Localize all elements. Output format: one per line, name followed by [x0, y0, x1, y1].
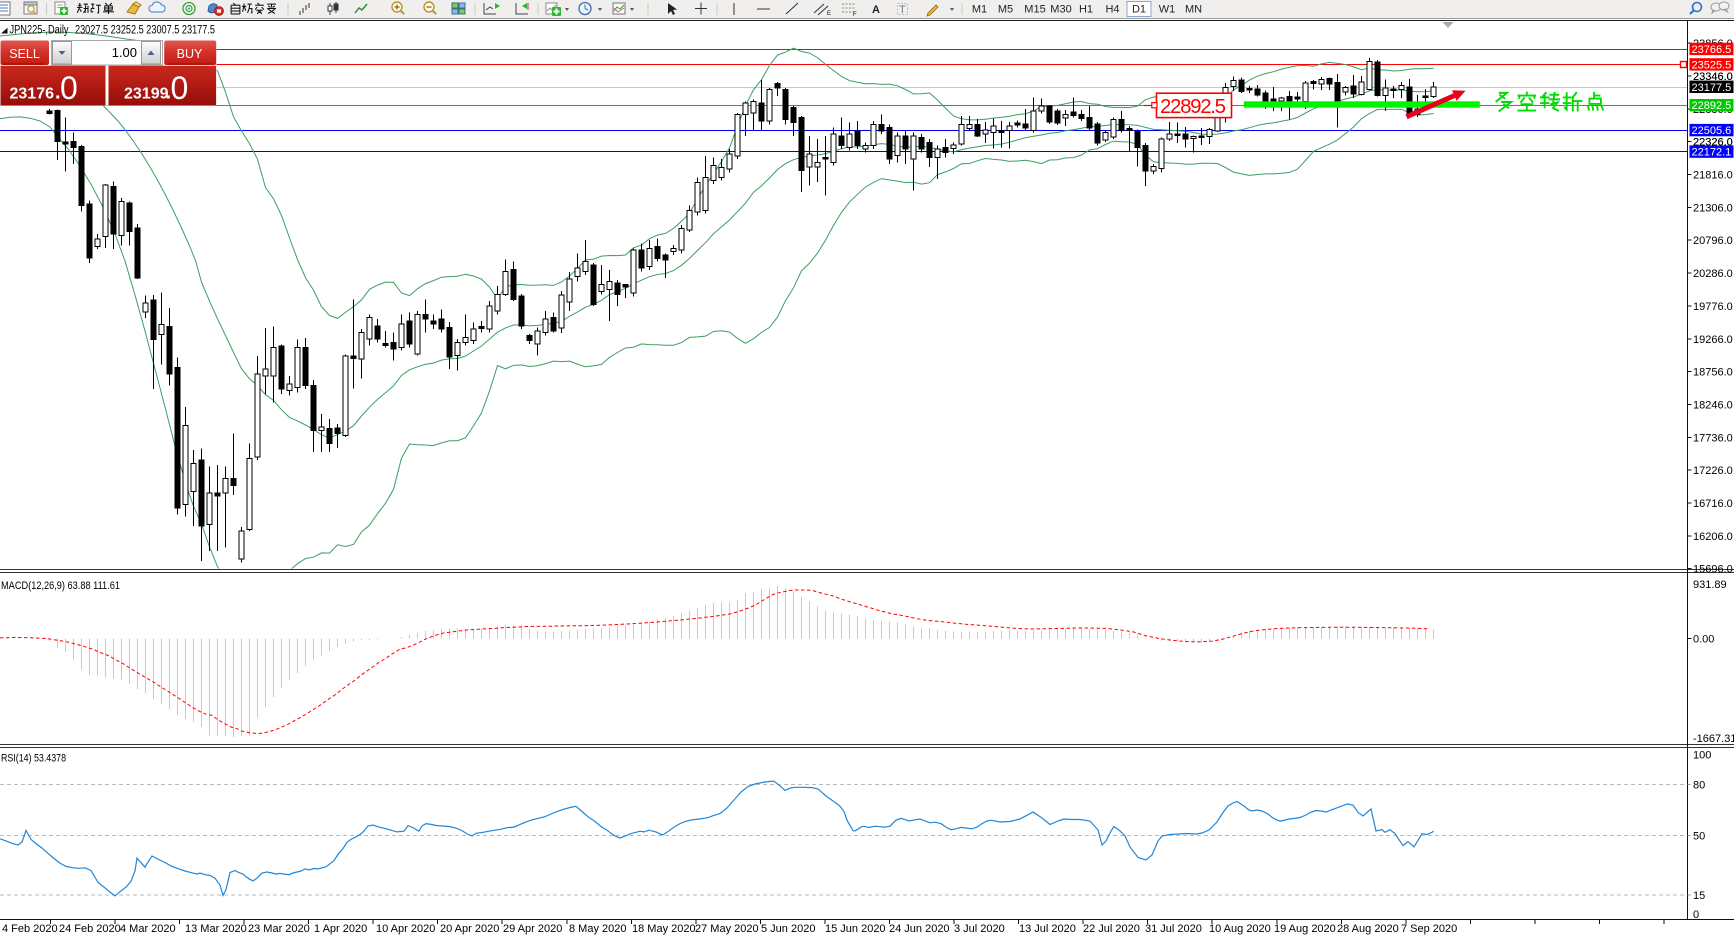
svg-text:19 Aug 2020: 19 Aug 2020	[1274, 923, 1336, 935]
svg-text:W1: W1	[1159, 4, 1176, 16]
svg-text:23027.5 23252.5 23007.5 23177.: 23027.5 23252.5 23007.5 23177.5	[75, 25, 215, 37]
svg-text:SELL: SELL	[9, 47, 40, 61]
svg-text:MACD(12,26,9) 63.88 111.61: MACD(12,26,9) 63.88 111.61	[1, 580, 120, 592]
svg-text:21816.0: 21816.0	[1693, 170, 1733, 182]
svg-text:M5: M5	[998, 4, 1013, 16]
svg-text:T: T	[899, 4, 906, 16]
svg-text:23176: 23176	[10, 86, 55, 103]
svg-text:A: A	[872, 4, 880, 16]
svg-text:4 Feb 2020: 4 Feb 2020	[2, 923, 58, 935]
svg-text:10 Apr 2020: 10 Apr 2020	[376, 923, 435, 935]
svg-text:17226.0: 17226.0	[1693, 465, 1733, 477]
svg-text:20796.0: 20796.0	[1693, 235, 1733, 247]
svg-text:23525.5: 23525.5	[1692, 59, 1732, 71]
svg-text:16716.0: 16716.0	[1693, 498, 1733, 510]
svg-text:13 Mar 2020: 13 Mar 2020	[185, 923, 247, 935]
svg-text:JPN225-,Daily: JPN225-,Daily	[10, 25, 69, 37]
svg-text:29 Apr 2020: 29 Apr 2020	[503, 923, 562, 935]
svg-text:18 May 2020: 18 May 2020	[632, 923, 696, 935]
svg-text:H4: H4	[1105, 4, 1119, 16]
svg-text:5 Jun 2020: 5 Jun 2020	[761, 923, 815, 935]
svg-text:23 Mar 2020: 23 Mar 2020	[248, 923, 310, 935]
svg-text:19776.0: 19776.0	[1693, 301, 1733, 313]
svg-text:28 Aug 2020: 28 Aug 2020	[1337, 923, 1399, 935]
svg-text:D1: D1	[1132, 4, 1146, 16]
svg-text:7 Sep 2020: 7 Sep 2020	[1401, 923, 1457, 935]
svg-text:21306.0: 21306.0	[1693, 202, 1733, 214]
svg-text:RSI(14) 53.4378: RSI(14) 53.4378	[1, 753, 66, 765]
svg-text:17736.0: 17736.0	[1693, 432, 1733, 444]
svg-text:10 Aug 2020: 10 Aug 2020	[1209, 923, 1271, 935]
svg-text:8 May 2020: 8 May 2020	[569, 923, 626, 935]
svg-text:20 Apr 2020: 20 Apr 2020	[440, 923, 499, 935]
svg-text:16206.0: 16206.0	[1693, 531, 1733, 543]
svg-text:15696.0: 15696.0	[1693, 564, 1733, 576]
svg-text:23177.5: 23177.5	[1692, 82, 1732, 94]
svg-text:0.00: 0.00	[1693, 633, 1714, 645]
svg-text:15 Jun 2020: 15 Jun 2020	[825, 923, 886, 935]
svg-text:0: 0	[60, 70, 78, 106]
svg-text:23346.0: 23346.0	[1693, 71, 1733, 83]
svg-text:931.89: 931.89	[1693, 579, 1727, 591]
svg-text:.: .	[55, 82, 61, 104]
svg-text:27 May 2020: 27 May 2020	[695, 923, 759, 935]
svg-text:3 Jul 2020: 3 Jul 2020	[954, 923, 1005, 935]
svg-text:23199: 23199	[124, 86, 169, 103]
svg-text:20286.0: 20286.0	[1693, 268, 1733, 280]
svg-text:F: F	[853, 12, 857, 18]
svg-text:4 Mar 2020: 4 Mar 2020	[120, 923, 176, 935]
svg-text:31 Jul 2020: 31 Jul 2020	[1145, 923, 1202, 935]
svg-text:15: 15	[1693, 890, 1705, 902]
svg-text:E: E	[827, 11, 831, 17]
svg-text:M1: M1	[972, 4, 987, 16]
svg-text:24 Jun 2020: 24 Jun 2020	[889, 923, 950, 935]
svg-text:18756.0: 18756.0	[1693, 367, 1733, 379]
svg-text:0: 0	[1693, 909, 1699, 921]
svg-text:18246.0: 18246.0	[1693, 400, 1733, 412]
svg-text:-1667.31: -1667.31	[1693, 733, 1734, 745]
svg-text:22505.6: 22505.6	[1692, 125, 1732, 137]
svg-text:1 Apr 2020: 1 Apr 2020	[314, 923, 367, 935]
svg-text:MN: MN	[1185, 4, 1202, 16]
svg-text:24 Feb 2020: 24 Feb 2020	[59, 923, 121, 935]
svg-text:1.00: 1.00	[112, 45, 137, 60]
svg-text:BUY: BUY	[177, 47, 203, 61]
svg-text:.: .	[166, 82, 172, 104]
svg-text:22172.1: 22172.1	[1692, 147, 1732, 159]
svg-text:23346.0: 23346.0	[1693, 71, 1733, 83]
svg-text:22892.5: 22892.5	[1692, 100, 1732, 112]
svg-text:50: 50	[1693, 830, 1705, 842]
svg-text:M15: M15	[1024, 4, 1045, 16]
svg-text:100: 100	[1693, 750, 1711, 762]
svg-text:23766.5: 23766.5	[1692, 44, 1732, 56]
svg-text:13 Jul 2020: 13 Jul 2020	[1019, 923, 1076, 935]
svg-text:80: 80	[1693, 779, 1705, 791]
svg-text:0: 0	[171, 70, 189, 106]
svg-text:H1: H1	[1079, 4, 1093, 16]
svg-text:22 Jul 2020: 22 Jul 2020	[1083, 923, 1140, 935]
svg-text:22892.5: 22892.5	[1160, 95, 1226, 118]
svg-text:19266.0: 19266.0	[1693, 334, 1733, 346]
svg-text:M30: M30	[1050, 4, 1071, 16]
